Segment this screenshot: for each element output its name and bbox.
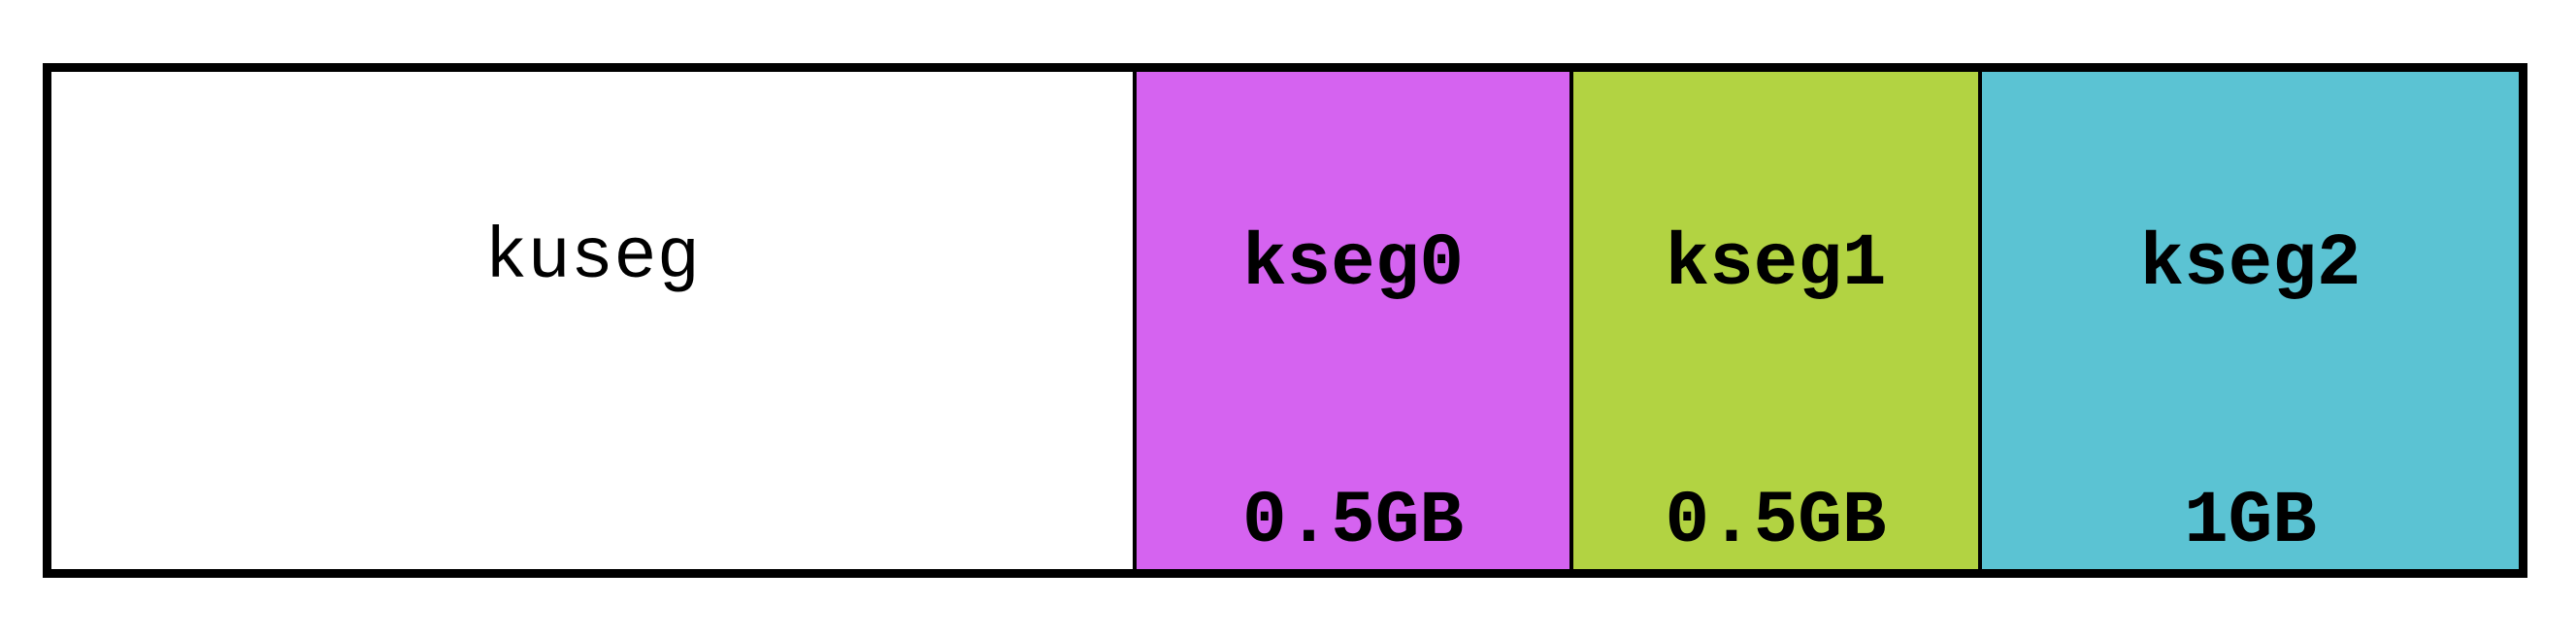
segment-kseg0-size: 0.5GB	[1241, 480, 1465, 563]
segment-kseg1-label: kseg1	[1665, 222, 1887, 306]
segment-kseg2-size: 1GB	[2184, 480, 2317, 563]
segment-kuseg-label: kuseg	[483, 218, 701, 299]
segment-kseg2: kseg2 1GB	[1982, 72, 2519, 569]
segment-kseg2-label: kseg2	[2139, 222, 2361, 306]
segment-kseg0-label: kseg0	[1241, 222, 1465, 306]
memory-map-bar: kuseg kseg0 0.5GB kseg1 0.5GB kseg2 1GB	[43, 63, 2527, 578]
segment-kseg1-size: 0.5GB	[1665, 480, 1887, 563]
segment-kuseg: kuseg	[51, 72, 1137, 569]
segment-kseg1: kseg1 0.5GB	[1573, 72, 1982, 569]
segment-kseg0: kseg0 0.5GB	[1137, 72, 1573, 569]
